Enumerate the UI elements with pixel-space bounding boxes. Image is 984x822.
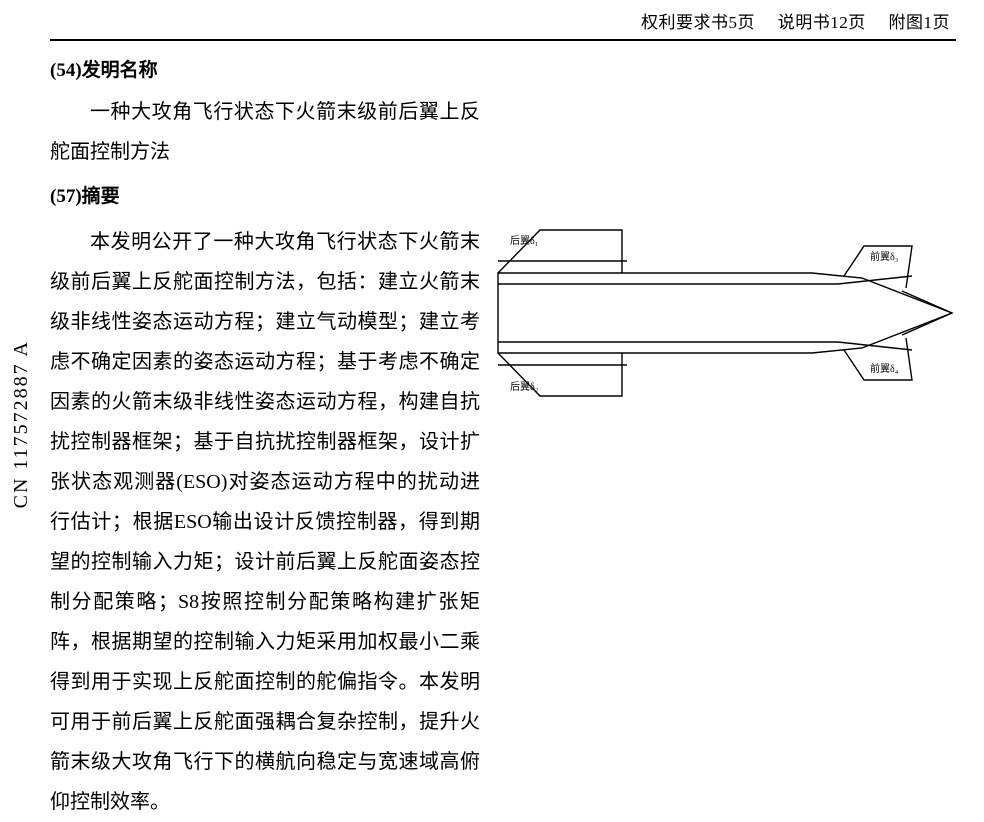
label-front-bottom: 前翼δ₄ xyxy=(870,362,899,375)
section-57-label: (57)摘要 xyxy=(50,178,480,216)
claims-pages: 权利要求书5页 xyxy=(641,13,755,32)
header-rule xyxy=(50,39,956,41)
abstract-body: 本发明公开了一种大攻角飞行状态下火箭末级前后翼上反舵面控制方法，包括：建立火箭末… xyxy=(50,222,480,822)
page-count-header: 权利要求书5页 说明书12页 附图1页 xyxy=(50,8,956,39)
spec-pages: 说明书12页 xyxy=(778,13,866,32)
publication-number: CN 117572887 A xyxy=(10,340,33,508)
figure-column: 后翼δ₁ 后翼δ₂ 前翼δ₃ 前翼δ₄ xyxy=(492,92,958,822)
label-front-top: 前翼δ₃ xyxy=(870,250,898,263)
label-rear-bottom: 后翼δ₂ xyxy=(510,381,538,393)
rocket-diagram: 后翼δ₁ 后翼δ₂ 前翼δ₃ 前翼δ₄ xyxy=(492,218,958,408)
text-column: 一种大攻角飞行状态下火箭末级前后翼上反舵面控制方法 (57)摘要 本发明公开了一… xyxy=(50,92,480,822)
invention-title: 一种大攻角飞行状态下火箭末级前后翼上反舵面控制方法 xyxy=(50,92,480,172)
section-54-label: (54)发明名称 xyxy=(50,55,956,82)
drawings-pages: 附图1页 xyxy=(889,13,951,32)
label-rear-top: 后翼δ₁ xyxy=(510,235,538,247)
